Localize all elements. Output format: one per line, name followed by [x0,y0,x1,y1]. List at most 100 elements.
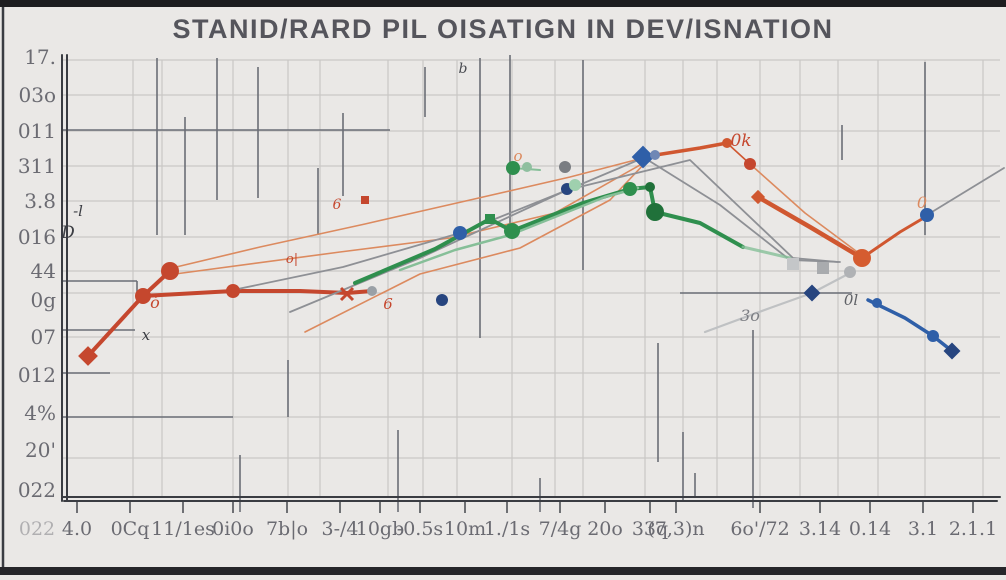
series-line-blue-tail [866,298,954,353]
y-tick-label: 3.8 [24,189,56,213]
y-tick-label: 44 [31,259,56,283]
series-line-green-main [353,185,745,285]
series-line-red-peak [641,141,729,159]
data-point-marker [645,182,655,192]
x-tick-label: 10m [444,518,486,540]
chart-title: STANID/RARD PIL OISATIGN IN DEV/ISNATION [172,14,833,44]
data-markers-group [78,138,961,366]
data-point-marker [453,226,467,240]
series-line-orange-thin-c [304,162,646,333]
x-tick-label: 2.1.1 [949,518,997,540]
plot-annotation-text: o| [286,252,298,267]
grid-lines-group [63,55,1000,512]
plot-annotation-text: 0k [730,131,751,151]
data-point-marker [927,330,939,342]
series-line-gray-right-rise [926,167,1005,216]
data-point-marker [650,150,660,160]
x-tick-label: 20o [587,518,623,540]
data-point-marker [623,182,637,196]
data-point-marker [436,294,448,306]
x-tick-label: (7,3)n [647,518,704,540]
data-point-marker [339,286,355,302]
series-line-gray-diag-2 [289,159,839,313]
series-line-gray-descend [642,156,841,263]
series-line-red-rise [860,214,929,260]
x-tick-label: 33q [632,518,668,540]
y-tick-label: 0g [30,288,56,312]
data-point-marker [367,286,377,296]
data-point-marker [943,342,961,360]
y-tick-label: 17. [24,45,56,69]
x-tick-label: 11/1es [151,518,215,540]
data-point-marker [161,262,179,280]
x-tick-label: 3.1 [908,518,938,540]
x-tick-label: 0i0o [212,518,254,540]
top-border-bar [0,0,1006,7]
bottom-border-bar [0,567,1006,575]
plot-annotation-text: o [513,147,522,165]
data-point-marker [78,346,98,366]
data-point-marker [226,284,240,298]
x-tick-label: 3.14 [799,518,841,540]
data-point-marker [844,266,856,278]
x-tick-label: 0.14 [849,518,891,540]
plot-annotation-text: 6 [383,295,393,313]
data-point-marker [750,189,766,205]
data-point-marker [504,223,520,239]
tick-labels-group: 17. 0 3o 011 311 3.8 016 44 0g 07 012 4% 20' 022 022 4.… [18,45,997,540]
data-point-marker [361,196,369,204]
series-line-green-light [398,186,640,272]
data-point-marker [872,298,882,308]
annotations-group: -l Dxó o| 6 6 b o 0k 0 3o 0l [60,61,927,344]
y-tick-label: 012 [18,363,56,387]
x-tick-label: 10gb [356,518,405,540]
series-line-orange-thin-b [174,164,641,275]
data-point-marker [722,138,732,148]
plot-annotation-text: b [459,61,468,77]
y-tick-label: 016 [18,225,56,249]
data-point-marker [920,208,934,222]
data-point-marker [853,249,871,267]
data-point-marker [803,284,821,302]
y-tick-label: 311 [18,154,56,178]
data-point-marker [744,158,756,170]
plot-annotation-text: 6 [333,197,342,213]
x-tick-label: 3-/4 [322,518,359,540]
series-lines-group [86,141,1005,358]
x-tick-label: 7b|o [266,518,308,540]
x-tick-label: -0.5s [397,518,443,540]
data-point-marker [787,258,799,270]
x-tick-label: 4.0 [62,518,92,540]
y-tick-label: 07 [31,325,56,349]
plot-annotation-text: 0 [917,193,927,212]
data-point-marker [135,288,151,304]
y-tick-label: 4% [24,401,56,425]
series-line-gray-diag-1 [232,157,644,291]
data-point-marker [559,161,571,173]
x-tick-label: 7/4g [539,518,582,540]
series-line-red-descend-thick [755,194,865,261]
series-line-red-flat [141,289,374,298]
data-point-marker [506,161,520,175]
plot-annotation-text: 3o [740,306,760,325]
x-tick-label: 6o'/72 [730,518,789,540]
series-line-red-descend-thin [749,163,861,255]
y-tick-label: 011 [18,119,56,143]
data-point-marker [569,179,581,191]
plot-annotation-text: -l [73,202,83,220]
series-line-gray-light-rise [703,271,852,334]
plot-annotation-text: ó [150,293,160,312]
data-point-marker [522,162,532,172]
y-tick-label: 022 [18,478,56,502]
x-tick-label: 022 [19,518,55,540]
axis-group [61,54,1001,513]
plot-annotation-text: 0l [844,291,859,309]
data-point-marker [817,262,829,274]
data-point-marker [646,203,664,221]
series-line-green-fade-tail [741,245,792,260]
series-line-red-start [86,269,172,358]
plot-annotation-text: x [142,326,151,344]
y-tick-label: 20' [25,438,56,462]
series-line-orange-thin-a [171,157,644,269]
